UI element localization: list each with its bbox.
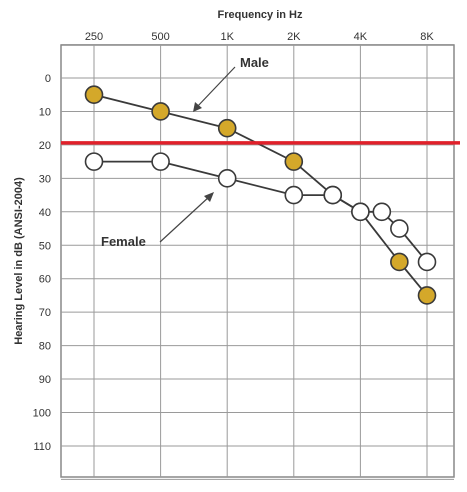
male-annotation: Male bbox=[193, 55, 269, 112]
series-points bbox=[84, 85, 437, 305]
y-tick-label: 50 bbox=[39, 240, 51, 252]
female-annotation-arrowhead bbox=[204, 192, 214, 202]
female-point bbox=[372, 202, 392, 222]
y-tick-label: 40 bbox=[39, 207, 51, 219]
female-annotation-label: Female bbox=[101, 234, 146, 249]
female-point bbox=[151, 152, 170, 171]
female-point bbox=[84, 152, 104, 171]
female-annotation-arrow-shaft bbox=[159, 195, 211, 243]
male-series-line bbox=[93, 93, 428, 296]
plot-background bbox=[60, 44, 455, 478]
x-tick-labels: 250 500 1K 2K 4K 8K bbox=[85, 31, 435, 43]
female-point bbox=[390, 219, 409, 238]
x-tick-label: 8K bbox=[420, 31, 434, 43]
female-point bbox=[351, 202, 370, 222]
female-point bbox=[217, 169, 237, 188]
x-tick-label: 1K bbox=[220, 31, 234, 43]
male-point bbox=[284, 152, 304, 171]
y-tick-label: 70 bbox=[39, 307, 51, 319]
x-tick-label: 2K bbox=[287, 31, 301, 43]
female-annotation: Female bbox=[101, 192, 214, 249]
male-point bbox=[151, 102, 170, 121]
y-tick-label: 110 bbox=[33, 441, 51, 453]
y-tick-label: 60 bbox=[39, 274, 51, 286]
x-axis-title: Frequency in Hz bbox=[218, 9, 303, 21]
y-tick-label: 100 bbox=[33, 408, 51, 420]
male-point bbox=[217, 118, 237, 138]
male-annotation-arrow-shaft bbox=[195, 66, 236, 109]
male-annotation-arrowhead bbox=[193, 102, 202, 112]
x-tick-label: 4K bbox=[354, 31, 368, 43]
x-tick-label: 250 bbox=[85, 31, 103, 43]
y-tick-label: 30 bbox=[39, 173, 51, 185]
male-point bbox=[84, 85, 104, 105]
grid bbox=[61, 44, 454, 480]
female-point bbox=[323, 185, 343, 205]
male-point bbox=[390, 252, 409, 272]
male-point bbox=[417, 286, 437, 305]
female-point bbox=[284, 185, 304, 205]
y-tick-label: 10 bbox=[39, 106, 51, 118]
female-point bbox=[417, 252, 437, 272]
y-tick-label: 20 bbox=[39, 140, 51, 152]
x-tick-label: 500 bbox=[151, 31, 169, 43]
y-tick-label: 0 bbox=[45, 73, 51, 85]
male-annotation-label: Male bbox=[240, 55, 269, 70]
y-tick-label: 80 bbox=[39, 341, 51, 353]
y-axis-title: Hearing Level in dB (ANSI-2004) bbox=[13, 177, 25, 345]
y-tick-label: 90 bbox=[39, 374, 51, 386]
y-tick-labels: 0 10 20 30 40 50 60 70 80 90 100 110 bbox=[33, 73, 51, 453]
